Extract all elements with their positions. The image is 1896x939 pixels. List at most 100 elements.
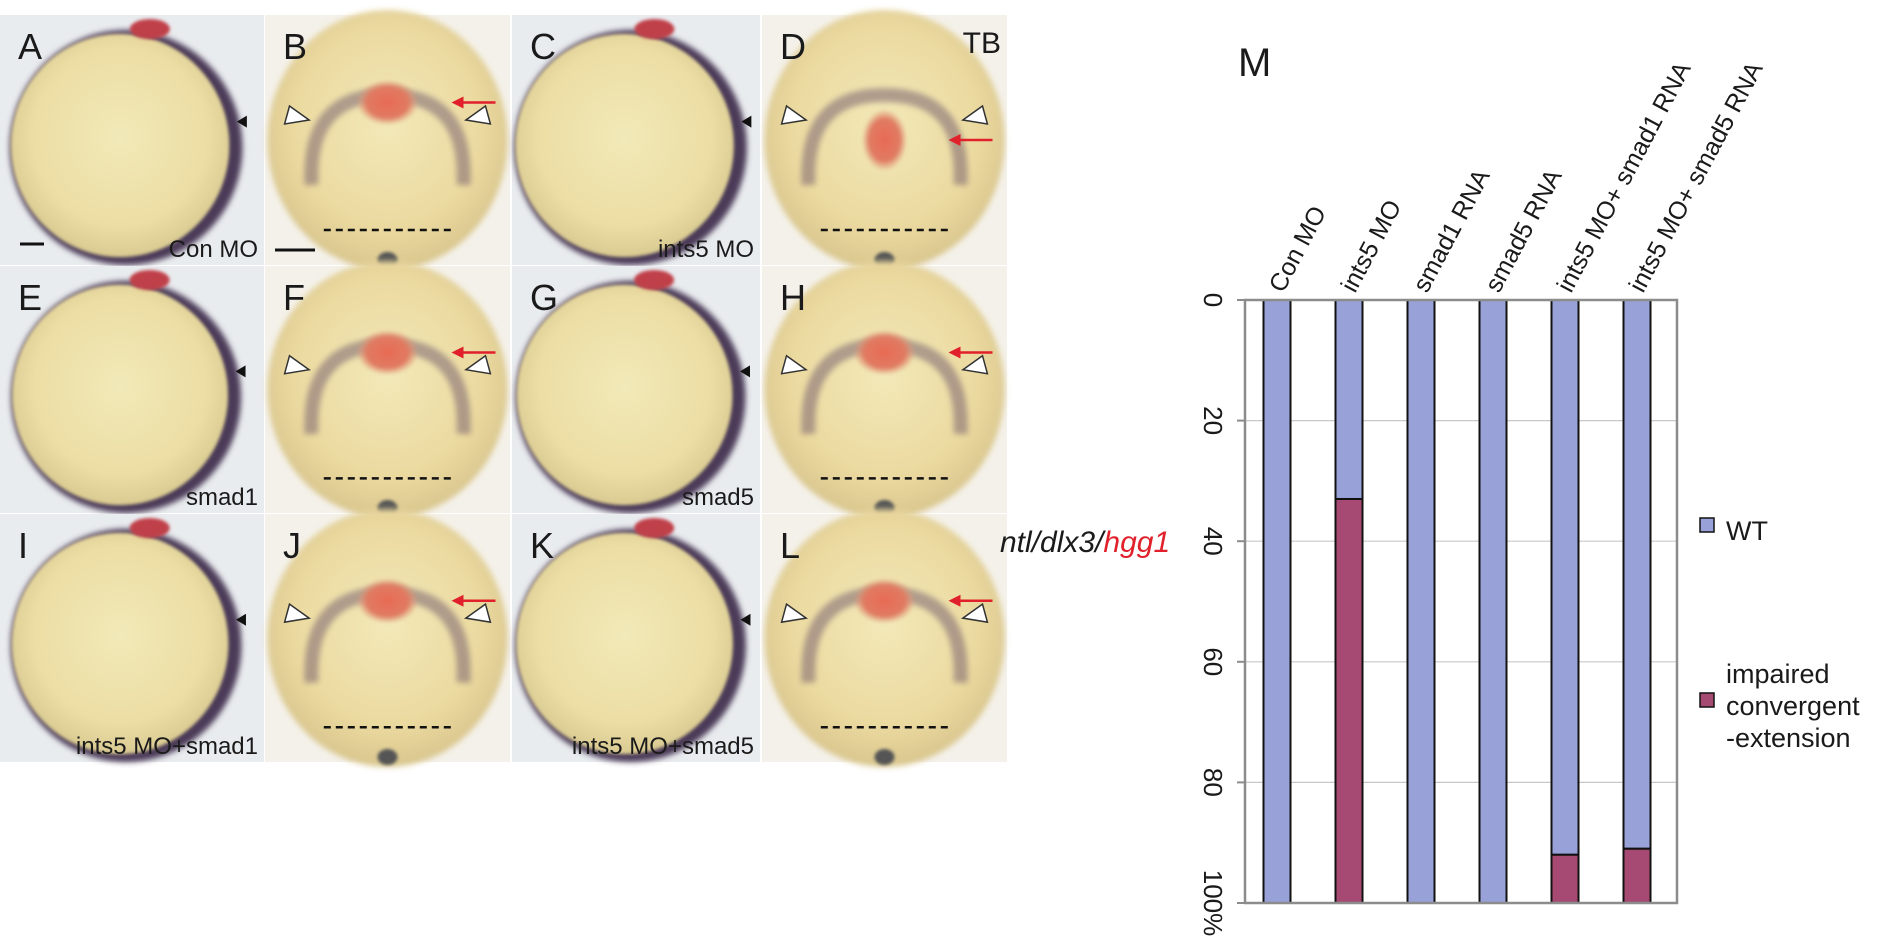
stain-spot <box>854 578 915 623</box>
x-tick-label: ints5 MO <box>1336 195 1408 296</box>
stain-spot <box>357 330 418 375</box>
bar-wt <box>1262 299 1292 904</box>
stain-label: ntl/dlx3/hgg1 <box>1000 526 1170 559</box>
white-arrowhead-icon <box>463 354 492 375</box>
panel-letter: H <box>780 277 806 318</box>
red-arrow-icon <box>948 346 961 359</box>
red-arrow-icon <box>451 346 464 359</box>
stain-spot <box>357 80 418 125</box>
panel-letter: A <box>18 26 42 67</box>
legend-swatch <box>1699 517 1715 533</box>
panel-letter: K <box>530 525 554 566</box>
legend-label: WT <box>1726 516 1768 546</box>
arrowhead-icon <box>235 613 246 626</box>
red-arrow-icon <box>948 134 961 146</box>
panel-caption: ints5 MO+smad1 <box>76 733 258 760</box>
stain-label-part2: hgg1 <box>1103 526 1170 559</box>
chart-grid <box>1245 420 1677 784</box>
chart-bars <box>1262 299 1652 905</box>
panel-b: B <box>265 10 510 270</box>
bar-impaired <box>1622 847 1652 904</box>
embryo-yolk <box>515 33 734 258</box>
panel-letter: C <box>530 26 556 67</box>
stain-spot <box>854 330 915 375</box>
bar-impaired <box>1550 853 1580 905</box>
stain-spot <box>129 270 170 290</box>
stain-spot <box>129 518 170 538</box>
panel-letter: J <box>283 525 301 566</box>
panel-letter: E <box>18 277 42 318</box>
embryo-disc <box>267 10 508 270</box>
white-arrowhead-icon <box>463 602 492 624</box>
arrowhead-icon <box>741 115 752 128</box>
red-arrow-icon <box>451 594 464 607</box>
white-arrowhead-icon <box>960 104 989 125</box>
panel-letter: F <box>283 277 305 318</box>
embryo-disc <box>267 261 508 518</box>
y-tick-label: 80 <box>1198 768 1228 797</box>
arrowhead-icon <box>236 115 247 128</box>
embryo-notch <box>874 749 895 766</box>
stain-spot <box>357 578 418 623</box>
panel-d: D TB <box>762 10 1007 270</box>
panel-j: J <box>265 509 510 767</box>
bar-wt <box>1406 299 1436 904</box>
embryo-yolk <box>516 532 733 755</box>
embryo-notch <box>377 749 398 766</box>
white-arrowhead-icon <box>780 354 809 375</box>
stage-label: TB <box>963 27 1001 60</box>
plot-frame <box>1243 298 1679 905</box>
white-arrowhead-icon <box>780 104 809 125</box>
panel-caption: ints5 MO <box>658 236 754 263</box>
y-tick-label: 60 <box>1198 647 1228 676</box>
panel-caption: smad5 <box>682 484 754 511</box>
stain-spot <box>862 110 907 170</box>
white-arrowhead-icon <box>283 602 312 624</box>
embryo-disc <box>764 509 1005 767</box>
panel-caption: smad1 <box>186 484 258 511</box>
panel-caption: ints5 MO+smad5 <box>572 733 754 760</box>
panel-caption: Con MO <box>169 236 258 263</box>
legend-label: -extension <box>1726 723 1851 753</box>
y-tick-label: 0 <box>1198 293 1228 307</box>
bar-wt <box>1478 299 1508 904</box>
arrowhead-icon <box>740 365 751 378</box>
panel-letter: D <box>780 26 806 67</box>
bar-wt <box>1550 299 1580 856</box>
panel-h: H <box>762 261 1007 518</box>
white-arrowhead-icon <box>463 104 492 125</box>
legend-swatch <box>1699 692 1715 708</box>
y-tick-label: 40 <box>1198 527 1228 556</box>
panel-letter: I <box>18 525 28 566</box>
red-arrow-icon <box>451 96 464 109</box>
x-tick-label: Con MO <box>1264 201 1332 296</box>
embryo-disc <box>267 509 508 767</box>
x-tick-label: ints5 MO+ smad1 RNA <box>1552 57 1697 297</box>
embryo-yolk <box>516 284 733 506</box>
panel-l: L <box>762 509 1007 767</box>
panel-letter: B <box>283 26 307 67</box>
white-arrowhead-icon <box>283 104 312 125</box>
bar-wt <box>1334 299 1364 500</box>
y-tick-label: 20 <box>1198 406 1228 435</box>
stain-spot <box>634 19 675 39</box>
embryo-yolk <box>11 532 229 755</box>
stain-spot <box>634 518 675 538</box>
chart-m: M 0 20 40 60 80 100% Con MO ints5 MO smad1 RNAs… <box>1198 41 1860 936</box>
x-tick-label: ints5 MO+ smad5 RNA <box>1624 57 1769 297</box>
bar-wt <box>1622 299 1652 850</box>
stain-spot <box>634 270 675 290</box>
arrowhead-icon <box>235 365 246 378</box>
embryo-yolk <box>12 284 229 506</box>
embryo-yolk <box>10 33 230 258</box>
panel-letter: G <box>530 277 558 318</box>
legend-label: impaired <box>1726 659 1830 689</box>
